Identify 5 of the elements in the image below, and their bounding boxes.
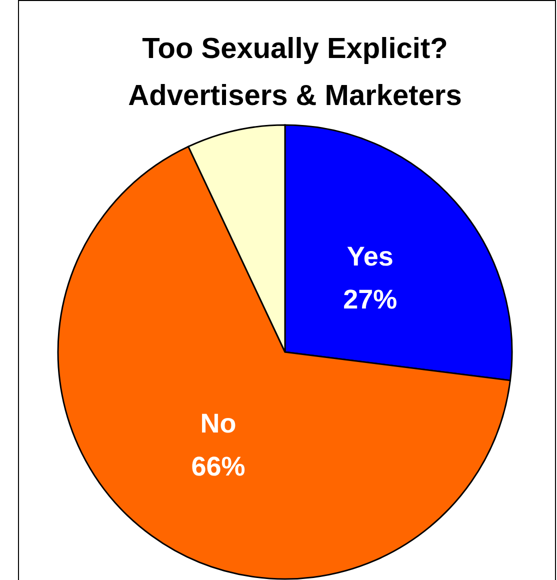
slice-label: No <box>200 408 236 438</box>
data-label: 27% <box>343 284 398 314</box>
data-label: 66% <box>191 451 246 482</box>
chart-title: Too Sexually Explicit? Advertisers & Marketers <box>128 33 462 112</box>
slice-label: Yes <box>346 241 394 272</box>
